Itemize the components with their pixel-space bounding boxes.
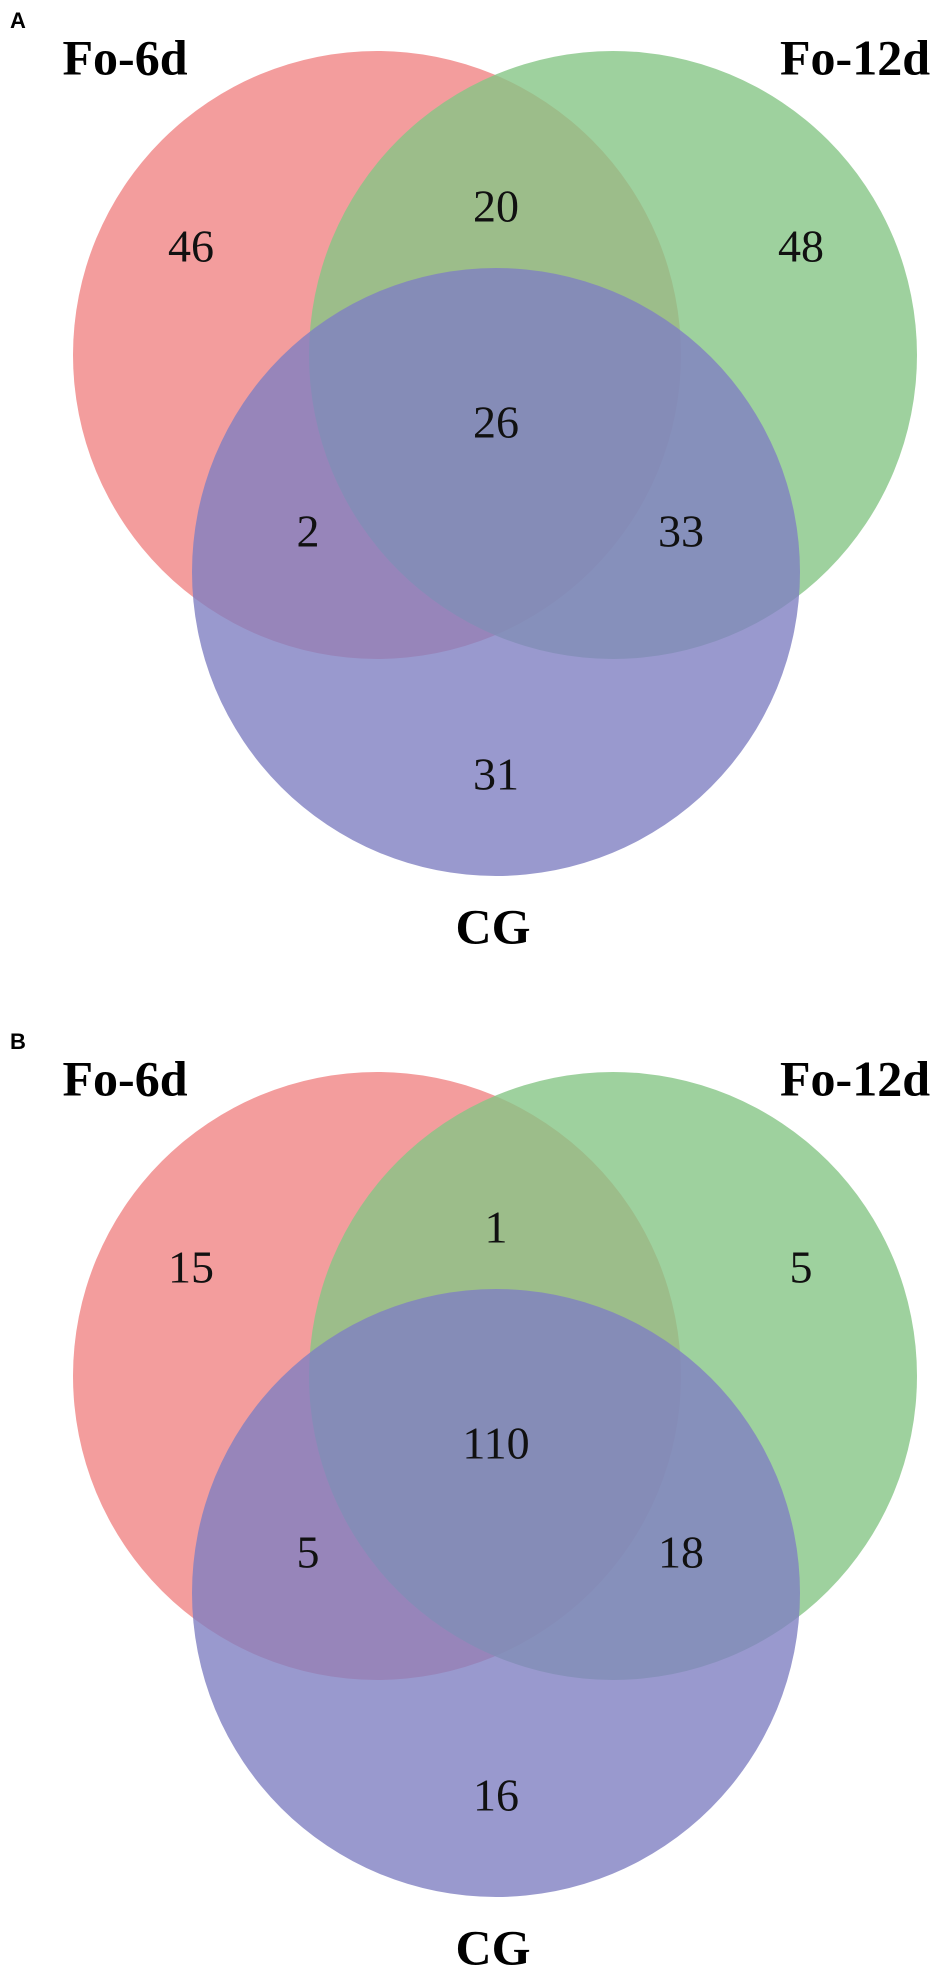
region-count: 31 <box>473 749 519 800</box>
set-label: Fo-12d <box>780 29 930 85</box>
region-count: 2 <box>297 506 320 557</box>
set-label: CG <box>456 1919 531 1972</box>
set-label: Fo-6d <box>63 1050 188 1106</box>
region-count: 1 <box>485 1202 508 1253</box>
region-count: 33 <box>658 506 704 557</box>
region-count: 46 <box>168 221 214 272</box>
region-count: 15 <box>168 1242 214 1293</box>
set-circle <box>192 1289 800 1897</box>
region-count: 18 <box>658 1527 704 1578</box>
region-count: 5 <box>297 1527 320 1578</box>
set-label: Fo-6d <box>63 29 188 85</box>
region-count: 48 <box>778 221 824 272</box>
region-count: 110 <box>462 1418 529 1469</box>
panel-label: A <box>10 8 26 33</box>
region-count: 16 <box>473 1770 519 1821</box>
set-circle <box>192 268 800 876</box>
region-count: 5 <box>790 1242 813 1293</box>
region-count: 20 <box>473 181 519 232</box>
panel-label: B <box>10 1029 26 1054</box>
set-label: CG <box>456 898 531 954</box>
set-label: Fo-12d <box>780 1050 930 1106</box>
region-count: 26 <box>473 397 519 448</box>
